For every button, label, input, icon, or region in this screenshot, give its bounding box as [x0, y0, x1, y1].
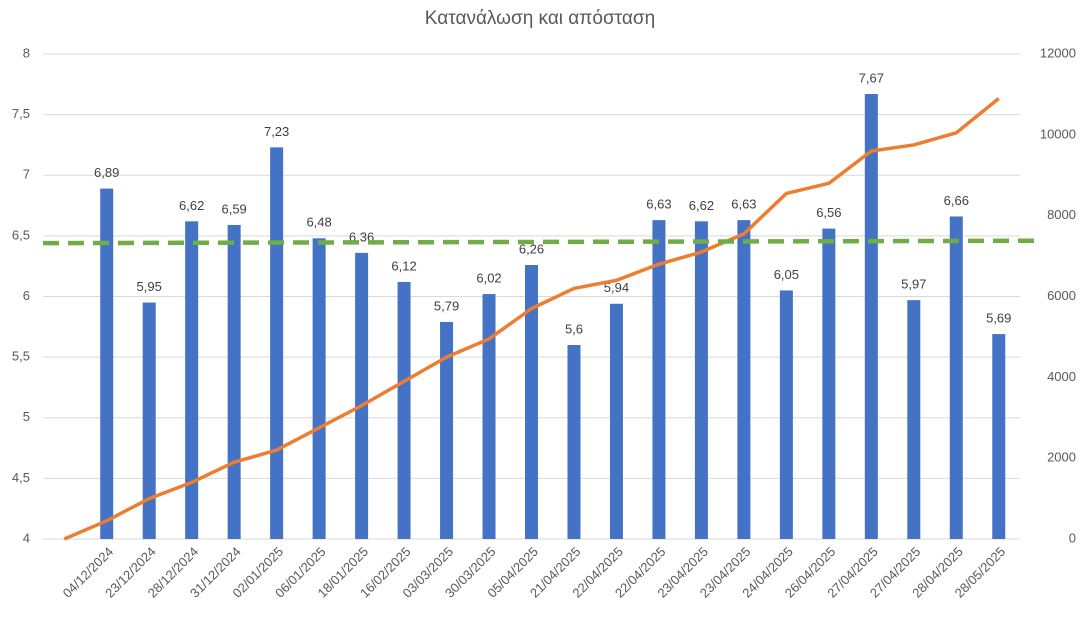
y-tick-label: 5 [23, 409, 30, 424]
data-label: 5,6 [565, 321, 583, 336]
bar [737, 220, 751, 540]
y-tick-label: 6,5 [12, 227, 30, 242]
data-label: 5,94 [604, 280, 629, 295]
bar [949, 216, 963, 539]
data-label: 6,66 [944, 193, 969, 208]
data-label: 6,56 [816, 205, 841, 220]
line [63, 97, 1000, 541]
bar [355, 252, 369, 539]
data-label: 6,62 [689, 198, 714, 213]
y2-tick-label: 6000 [1047, 288, 1076, 303]
trend-line [42, 238, 1036, 246]
y-tick-label: 4,5 [12, 470, 30, 485]
bar [185, 221, 199, 539]
y-tick-label: 8 [23, 45, 30, 60]
bar [864, 94, 878, 539]
bar [694, 221, 708, 539]
y-tick-label: 6 [23, 288, 30, 303]
chart-title: Κατανάλωση και απόσταση [425, 8, 655, 29]
bar [270, 147, 284, 540]
data-label: 6,62 [179, 198, 204, 213]
bar [397, 281, 411, 539]
bar [100, 188, 114, 539]
bar [525, 264, 538, 539]
bar [822, 228, 836, 539]
bar [652, 220, 666, 540]
data-label: 5,97 [901, 277, 926, 292]
data-label: 6,12 [391, 258, 416, 273]
y2-tick-label: 4000 [1047, 369, 1076, 384]
data-label: 6,26 [519, 241, 544, 256]
bar [992, 334, 1006, 539]
y-tick-label: 7 [23, 167, 30, 182]
data-label: 7,67 [859, 70, 884, 85]
bar [312, 238, 326, 540]
data-label: 5,79 [434, 298, 459, 313]
bar [482, 294, 496, 539]
y2-tick-label: 10000 [1040, 126, 1076, 141]
y2-tick-label: 12000 [1040, 45, 1076, 60]
data-label: 7,23 [264, 124, 289, 139]
data-label: 6,48 [306, 215, 331, 230]
y-tick-label: 5,5 [12, 349, 30, 364]
bar [907, 300, 921, 539]
data-label: 5,69 [986, 311, 1011, 326]
data-label: 6,05 [774, 267, 799, 282]
bar [567, 345, 581, 539]
bar [440, 321, 454, 539]
y2-tick-label: 0 [1069, 530, 1076, 545]
y2-tick-label: 8000 [1047, 207, 1076, 222]
data-label: 6,63 [646, 197, 671, 212]
data-label: 6,63 [731, 197, 756, 212]
bar [779, 290, 793, 539]
data-label: 6,59 [221, 201, 246, 216]
data-label: 6,89 [94, 165, 119, 180]
data-label: 6,02 [476, 271, 501, 286]
bar [609, 303, 623, 539]
bar [142, 302, 156, 539]
bar [227, 224, 241, 539]
data-label: 5,95 [137, 279, 162, 294]
y-tick-label: 4 [23, 530, 30, 545]
y-tick-label: 7,5 [12, 106, 30, 121]
y2-tick-label: 2000 [1047, 450, 1076, 465]
